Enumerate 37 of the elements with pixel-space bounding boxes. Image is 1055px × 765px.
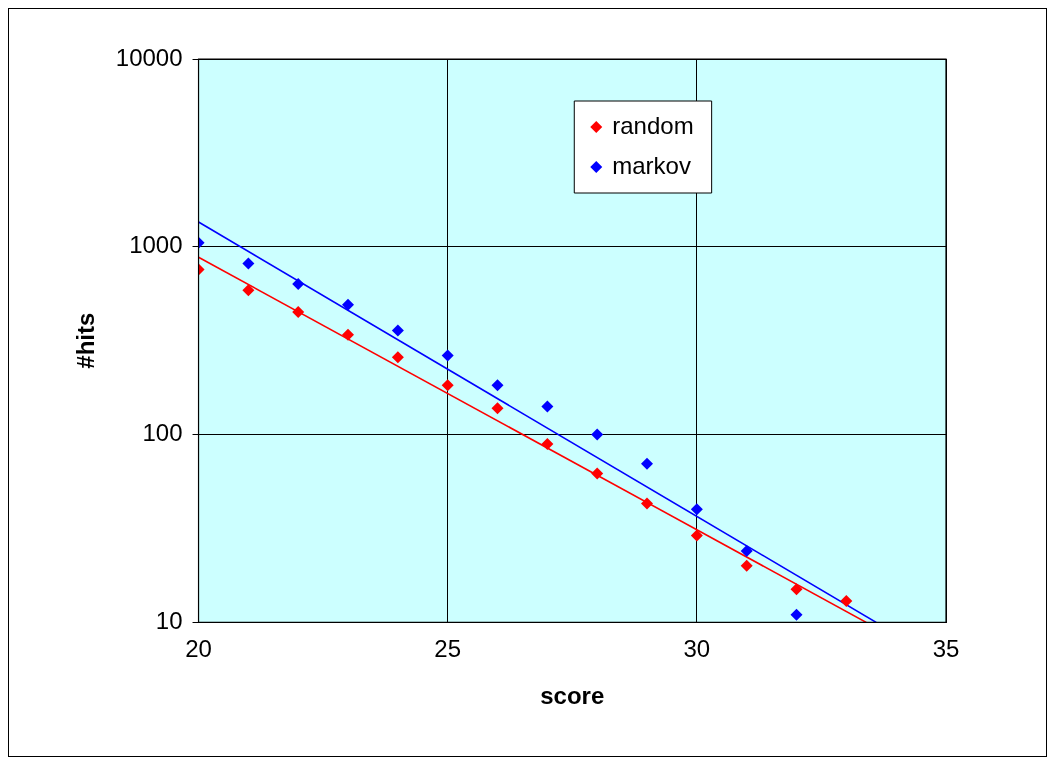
y-tick-label: 100 <box>142 419 183 447</box>
y-tick-label: 1000 <box>129 231 183 259</box>
point <box>441 379 454 392</box>
y-axis-title: #hits <box>72 312 100 369</box>
y-tick-label: 10 <box>155 607 183 635</box>
x-tick-label: 20 <box>185 635 212 663</box>
x-tick-label: 35 <box>932 635 960 663</box>
point <box>641 457 654 470</box>
point <box>491 402 504 415</box>
point <box>342 328 355 341</box>
point <box>242 284 255 297</box>
x-axis-title: score <box>540 682 605 710</box>
point <box>790 608 803 621</box>
x-tick-label: 25 <box>434 635 462 663</box>
point <box>690 529 703 542</box>
point <box>740 545 753 557</box>
point <box>441 349 454 362</box>
point <box>591 467 604 480</box>
legend-label: markov <box>612 151 691 179</box>
point <box>491 379 504 392</box>
point <box>292 277 305 290</box>
point <box>541 438 554 451</box>
point <box>242 257 255 270</box>
point <box>391 324 404 337</box>
point <box>591 428 604 441</box>
point <box>541 400 554 413</box>
legend-label: random <box>612 111 694 139</box>
point <box>740 559 753 572</box>
y-tick-label: 10000 <box>115 43 183 71</box>
point <box>690 503 703 516</box>
point <box>840 595 853 607</box>
point <box>641 497 654 510</box>
point <box>342 298 355 311</box>
x-tick-label: 30 <box>683 635 711 663</box>
point <box>292 305 305 318</box>
point <box>391 351 404 364</box>
point <box>790 583 803 596</box>
